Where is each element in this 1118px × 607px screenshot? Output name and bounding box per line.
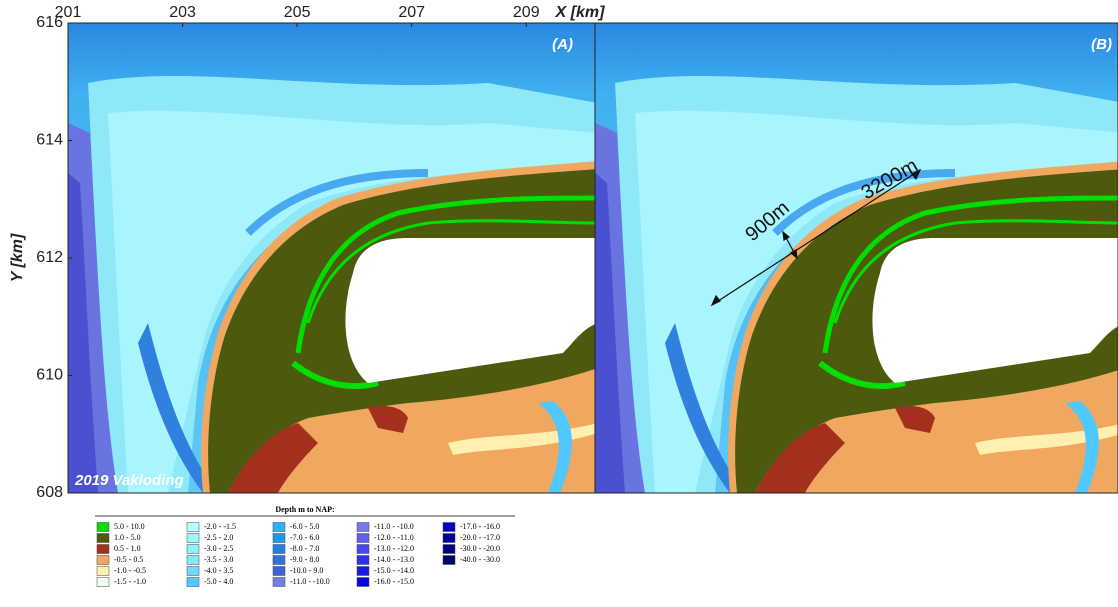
- legend-label: -14.0 - -13.0: [374, 555, 414, 564]
- legend-label: -1.5 - -1.0: [114, 577, 146, 586]
- legend-label: -20.0 - -17.0: [460, 533, 500, 542]
- legend-title: Depth m to NAP:: [275, 505, 334, 514]
- legend-label: -13.0 - -12.0: [374, 544, 414, 553]
- legend-swatch: [357, 556, 369, 565]
- legend-label: -40.0 - -30.0: [460, 555, 500, 564]
- legend-label: -3.5 - 3.0: [204, 555, 233, 564]
- legend-swatch: [443, 523, 455, 532]
- x-tick-label: 205: [284, 4, 311, 21]
- legend-label: 5.0 - 10.0: [114, 522, 145, 531]
- legend-label: -11.0 - -10.0: [290, 577, 330, 586]
- legend-swatch: [187, 534, 199, 543]
- legend-label: -30.0 - -20.0: [460, 544, 500, 553]
- panel-label: (B): [1091, 36, 1112, 53]
- figure: (A) (B) 2019 Vakloding 900m 3200m X [km]…: [0, 0, 1118, 602]
- y-tick-label: 610: [36, 367, 63, 384]
- legend-label: -4.0 - 3.5: [204, 566, 233, 575]
- legend-label: -17.0 - -16.0: [460, 522, 500, 531]
- legend-swatch: [443, 556, 455, 565]
- legend-swatch: [187, 556, 199, 565]
- y-axis-label: Y [km]: [9, 233, 26, 282]
- legend-label: 1.0 - 5.0: [114, 533, 141, 542]
- legend-label: 0.5 - 1.0: [114, 544, 141, 553]
- legend-swatch: [97, 556, 109, 565]
- legend-swatch: [97, 545, 109, 554]
- legend-swatch: [357, 545, 369, 554]
- legend-swatch: [357, 523, 369, 532]
- legend-swatch: [273, 534, 285, 543]
- legend-swatch: [357, 567, 369, 576]
- legend-swatch: [187, 545, 199, 554]
- legend-swatch: [273, 578, 285, 587]
- legend-label: -6.0 - 5.0: [290, 522, 319, 531]
- legend-swatch: [97, 567, 109, 576]
- legend-label: -2.5 - 2.0: [204, 533, 233, 542]
- y-tick-label: 608: [36, 484, 63, 501]
- legend-label: -0.5 - 0.5: [114, 555, 143, 564]
- legend-swatch: [357, 578, 369, 587]
- legend-swatch: [443, 545, 455, 554]
- x-tick-label: 209: [513, 4, 540, 21]
- legend-label: -16.0 - -15.0: [374, 577, 414, 586]
- legend-swatch: [187, 523, 199, 532]
- legend-label: -9.0 - 8.0: [290, 555, 319, 564]
- y-tick-label: 616: [36, 14, 63, 31]
- legend-label: -3.0 - 2.5: [204, 544, 233, 553]
- legend-swatch: [187, 578, 199, 587]
- y-tick-label: 612: [36, 249, 63, 266]
- legend-swatch: [187, 567, 199, 576]
- legend-swatch: [97, 534, 109, 543]
- legend-swatch: [273, 523, 285, 532]
- panel-label: (A): [552, 36, 573, 53]
- legend-swatch: [273, 545, 285, 554]
- legend-swatch: [97, 578, 109, 587]
- legend-swatch: [357, 534, 369, 543]
- x-tick-label: 203: [169, 4, 196, 21]
- legend-swatch: [273, 567, 285, 576]
- map-panel-a: [68, 23, 598, 493]
- map-panel-b: [595, 23, 1118, 493]
- x-tick-label: 207: [398, 4, 425, 21]
- panel-caption: 2019 Vakloding: [74, 472, 184, 489]
- y-tick-label: 614: [36, 132, 63, 149]
- legend-label: -7.0 - 6.0: [290, 533, 319, 542]
- legend-label: -11.0 - -10.0: [374, 522, 414, 531]
- legend-label: -2.0 - -1.5: [204, 522, 236, 531]
- legend-label: -5.0 - 4.0: [204, 577, 233, 586]
- legend-label: -15.0 - -14.0: [374, 566, 414, 575]
- legend-label: -1.0 - -0.5: [114, 566, 146, 575]
- legend-label: -10.0 - 9.0: [290, 566, 323, 575]
- legend-swatch: [97, 523, 109, 532]
- legend-swatch: [443, 534, 455, 543]
- legend-label: -8.0 - 7.0: [290, 544, 319, 553]
- legend-label: -12.0 - -11.0: [374, 533, 414, 542]
- x-axis-label: X [km]: [555, 4, 606, 21]
- legend-swatch: [273, 556, 285, 565]
